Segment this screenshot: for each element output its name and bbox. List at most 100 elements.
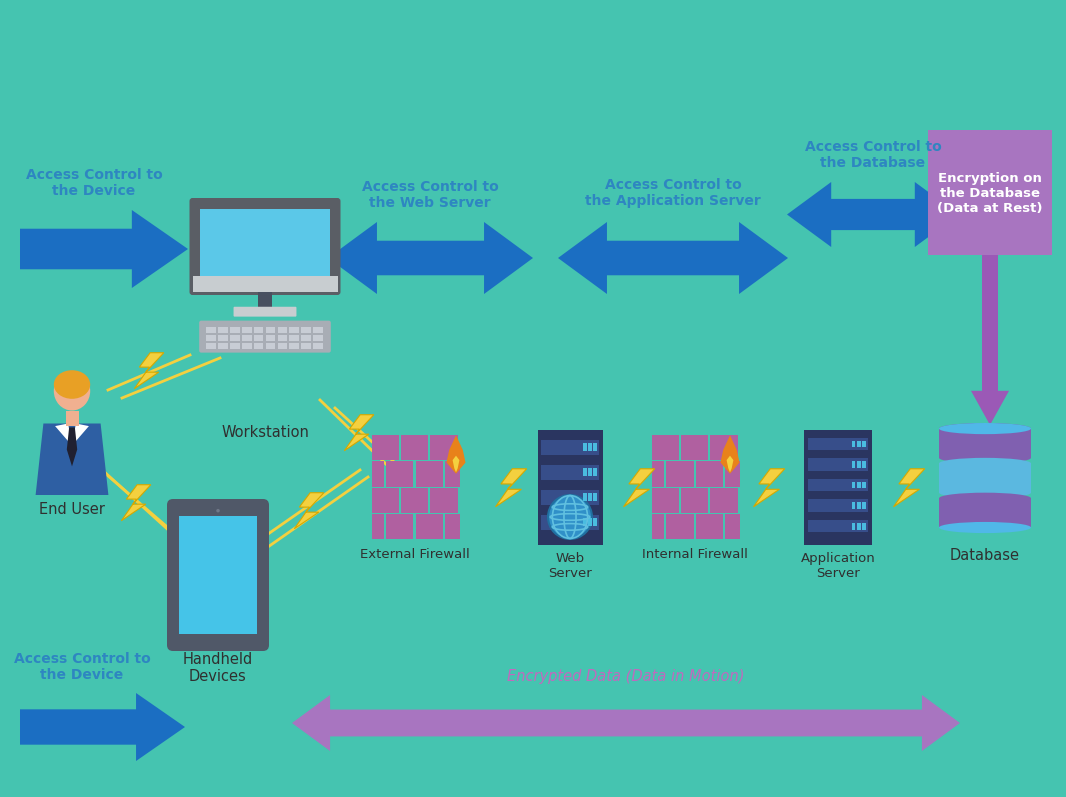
Polygon shape [67,427,77,466]
FancyBboxPatch shape [233,307,296,316]
Bar [542,465,599,480]
Bar [939,498,1031,528]
Bar [219,343,228,349]
Bar [386,461,414,486]
Bar [313,335,323,341]
Text: Encryption on
the Database
(Data at Rest): Encryption on the Database (Data at Rest… [937,171,1043,214]
Polygon shape [134,353,164,389]
Bar [651,514,664,539]
Bar [289,343,300,349]
Polygon shape [727,456,733,473]
Bar [857,441,860,447]
Bar [862,523,867,529]
Bar [254,335,263,341]
Bar [588,469,592,477]
Bar [254,327,263,332]
Polygon shape [294,493,324,528]
Bar [725,461,740,486]
Text: External Firewall: External Firewall [360,548,470,561]
Bar [431,435,457,460]
Circle shape [216,509,220,512]
Bar [242,343,252,349]
Text: Access Control to
the Web Server: Access Control to the Web Server [361,180,499,210]
Polygon shape [496,469,527,507]
Bar [681,488,708,512]
Bar [242,327,252,332]
Text: Application
Server: Application Server [801,552,875,580]
Bar [207,327,216,332]
Bar [583,518,586,526]
Bar [808,479,868,491]
Polygon shape [328,222,533,294]
Bar [265,343,275,349]
Bar [542,515,599,529]
Bar [666,461,694,486]
Ellipse shape [939,452,1031,463]
Bar [401,435,429,460]
Bar [857,523,860,529]
Polygon shape [20,210,188,288]
Bar [289,335,300,341]
Bar [537,430,602,544]
Bar [594,518,597,526]
Polygon shape [55,423,72,446]
Bar [542,439,599,454]
Text: Access Control to
the Application Server: Access Control to the Application Server [585,178,761,208]
Text: Access Control to
the Device: Access Control to the Device [26,168,162,198]
Polygon shape [721,435,740,473]
Bar [445,514,459,539]
Bar [431,488,457,512]
Bar [583,469,586,477]
Text: Handheld
Devices: Handheld Devices [183,652,253,685]
Bar [230,335,240,341]
Text: Access Control to
the Device: Access Control to the Device [14,652,150,682]
Bar [710,488,738,512]
Text: Workstation: Workstation [221,425,309,440]
FancyBboxPatch shape [928,130,1052,255]
Bar [416,461,442,486]
Polygon shape [971,391,1010,425]
Bar [254,343,263,349]
FancyBboxPatch shape [199,320,330,352]
Bar [862,482,867,489]
Polygon shape [754,469,785,507]
Polygon shape [624,469,655,507]
Bar [265,327,275,332]
Text: Database: Database [950,548,1020,563]
Bar [258,292,272,308]
Bar [313,343,323,349]
Bar [852,502,855,509]
Bar [230,343,240,349]
Bar [808,500,868,512]
Bar [695,461,723,486]
Polygon shape [344,414,374,451]
Bar [651,461,664,486]
Bar [852,461,855,468]
Polygon shape [558,222,788,294]
Bar [808,438,868,450]
Bar [651,488,679,512]
Circle shape [548,495,592,539]
Bar [277,327,287,332]
Bar [583,493,586,501]
Bar [695,514,723,539]
Bar [681,435,708,460]
Bar [277,343,287,349]
Bar [594,469,597,477]
Polygon shape [453,456,459,473]
Bar [302,335,311,341]
Bar [857,482,860,489]
Text: Web
Server: Web Server [548,552,592,580]
Text: End User: End User [39,502,104,517]
Bar [207,335,216,341]
Ellipse shape [939,522,1031,533]
Bar [445,461,459,486]
Ellipse shape [939,493,1031,504]
Polygon shape [122,485,151,520]
Text: Encrypted Data (Data in Motion): Encrypted Data (Data in Motion) [507,669,745,684]
Bar [193,276,338,292]
Polygon shape [787,182,959,247]
Bar [302,327,311,332]
Bar [230,327,240,332]
Ellipse shape [939,423,1031,434]
